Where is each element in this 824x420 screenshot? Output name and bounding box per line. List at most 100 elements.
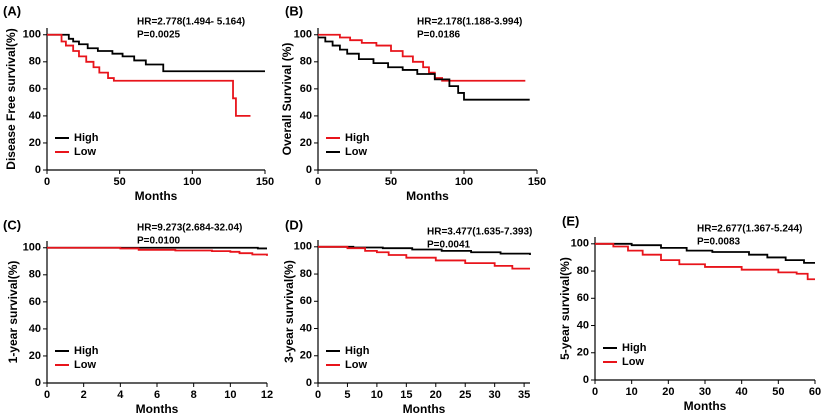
y-tick-label: 20 bbox=[300, 137, 312, 149]
x-tick-label: 50 bbox=[114, 176, 126, 188]
y-tick-label: 40 bbox=[577, 319, 589, 331]
y-tick-label: 100 bbox=[23, 29, 41, 41]
x-tick-label: 0 bbox=[44, 176, 50, 188]
panel-label: (C) bbox=[3, 217, 21, 232]
y-tick-label: 100 bbox=[23, 242, 41, 254]
legend-label: High bbox=[345, 132, 370, 144]
x-tick-label: 30 bbox=[699, 386, 711, 398]
y-axis-title: 3-year survival(%) bbox=[282, 260, 296, 363]
x-axis-title: Months bbox=[684, 399, 727, 413]
annotation: HR=3.477(1.635-7.393) bbox=[427, 227, 532, 238]
y-tick-label: 60 bbox=[300, 295, 312, 307]
x-tick-label: 10 bbox=[224, 389, 236, 401]
y-axis-title: Overall Survival (%) bbox=[280, 43, 294, 156]
x-axis-title: Months bbox=[406, 189, 449, 203]
x-tick-label: 6 bbox=[154, 389, 160, 401]
x-tick-label: 100 bbox=[183, 176, 201, 188]
x-tick-label: 150 bbox=[528, 176, 546, 188]
x-tick-label: 20 bbox=[662, 386, 674, 398]
legend-label: Low bbox=[622, 356, 644, 368]
survival-curve bbox=[47, 33, 251, 117]
survival-curve bbox=[595, 242, 815, 264]
x-tick-label: 10 bbox=[371, 389, 383, 401]
x-tick-label: 4 bbox=[117, 389, 124, 401]
x-tick-label: 100 bbox=[455, 176, 473, 188]
panel-label: (D) bbox=[285, 217, 303, 232]
x-tick-label: 5 bbox=[344, 389, 350, 401]
x-tick-label: 2 bbox=[81, 389, 87, 401]
y-tick-label: 20 bbox=[29, 137, 41, 149]
annotation: P=0.0186 bbox=[417, 30, 461, 41]
survival-curve bbox=[595, 242, 815, 281]
x-tick-label: 50 bbox=[385, 176, 397, 188]
y-tick-label: 80 bbox=[300, 56, 312, 68]
x-axis-title: Months bbox=[403, 402, 446, 416]
y-tick-label: 20 bbox=[29, 350, 41, 362]
y-tick-label: 60 bbox=[577, 292, 589, 304]
survival-curve bbox=[318, 36, 530, 101]
panel-label: (E) bbox=[562, 213, 579, 228]
annotation: P=0.0083 bbox=[697, 237, 741, 248]
legend-label: High bbox=[345, 345, 370, 357]
y-tick-label: 0 bbox=[35, 164, 41, 176]
legend-label: High bbox=[74, 345, 99, 357]
y-tick-label: 40 bbox=[29, 110, 41, 122]
legend-label: Low bbox=[74, 359, 96, 371]
annotation: HR=2.178(1.188-3.994) bbox=[417, 17, 522, 28]
y-tick-label: 20 bbox=[577, 347, 589, 359]
x-tick-label: 0 bbox=[315, 389, 321, 401]
x-tick-label: 10 bbox=[626, 386, 638, 398]
survival-curve bbox=[47, 246, 267, 250]
y-tick-label: 80 bbox=[29, 56, 41, 68]
y-tick-label: 40 bbox=[300, 322, 312, 334]
x-axis-title: Months bbox=[135, 189, 178, 203]
legend-label: Low bbox=[74, 146, 96, 158]
panel-label: (B) bbox=[285, 3, 303, 18]
legend-label: Low bbox=[345, 146, 367, 158]
annotation: HR=2.677(1.367-5.244) bbox=[697, 224, 802, 235]
annotation: HR=2.778(1.494- 5.164) bbox=[137, 17, 245, 28]
chart-panel: (E) HR=2.677(1.367-5.244) P=0.0083 0 20 40 60 8… bbox=[558, 213, 821, 413]
x-tick-label: 15 bbox=[400, 389, 412, 401]
y-axis-title: 1-year survival(%) bbox=[6, 261, 20, 364]
survival-curve bbox=[318, 245, 530, 270]
x-tick-label: 35 bbox=[518, 389, 530, 401]
chart-panel: (C) HR=9.273(2.684-32.04) P=0.0100 0 20 40 60 8… bbox=[3, 217, 273, 416]
x-tick-label: 20 bbox=[430, 389, 442, 401]
x-tick-label: 25 bbox=[459, 389, 471, 401]
x-tick-label: 0 bbox=[315, 176, 321, 188]
legend-label: High bbox=[622, 342, 647, 354]
y-tick-label: 0 bbox=[306, 164, 312, 176]
y-tick-label: 20 bbox=[300, 350, 312, 362]
annotation: HR=9.273(2.684-32.04) bbox=[137, 223, 242, 234]
x-tick-label: 40 bbox=[736, 386, 748, 398]
y-tick-label: 60 bbox=[29, 296, 41, 308]
y-tick-label: 100 bbox=[571, 238, 589, 250]
x-axis-title: Months bbox=[136, 402, 179, 416]
x-tick-label: 30 bbox=[489, 389, 501, 401]
panel-label: (A) bbox=[3, 3, 21, 18]
x-tick-label: 0 bbox=[592, 386, 598, 398]
chart-panel: (D) HR=3.477(1.635-7.393) P=0.0041 0 20 40 60 8… bbox=[282, 217, 532, 416]
x-tick-label: 150 bbox=[256, 176, 274, 188]
annotation: P=0.0025 bbox=[137, 30, 181, 41]
survival-curve bbox=[47, 33, 265, 73]
survival-curve bbox=[47, 246, 268, 256]
y-axis-title: Disease Free survival(%) bbox=[4, 28, 18, 169]
legend-label: Low bbox=[345, 359, 367, 371]
y-axis-title: 5-year survival(%) bbox=[558, 257, 572, 360]
y-tick-label: 80 bbox=[29, 269, 41, 281]
y-tick-label: 40 bbox=[29, 323, 41, 335]
y-tick-label: 0 bbox=[35, 377, 41, 389]
annotation: P=0.0100 bbox=[137, 236, 181, 247]
x-tick-label: 50 bbox=[772, 386, 784, 398]
y-tick-label: 80 bbox=[577, 265, 589, 277]
y-tick-label: 0 bbox=[306, 377, 312, 389]
y-tick-label: 100 bbox=[294, 241, 312, 253]
y-tick-label: 100 bbox=[294, 29, 312, 41]
x-tick-label: 8 bbox=[191, 389, 197, 401]
y-tick-label: 60 bbox=[29, 83, 41, 95]
y-tick-label: 0 bbox=[583, 374, 589, 386]
x-tick-label: 12 bbox=[261, 389, 273, 401]
